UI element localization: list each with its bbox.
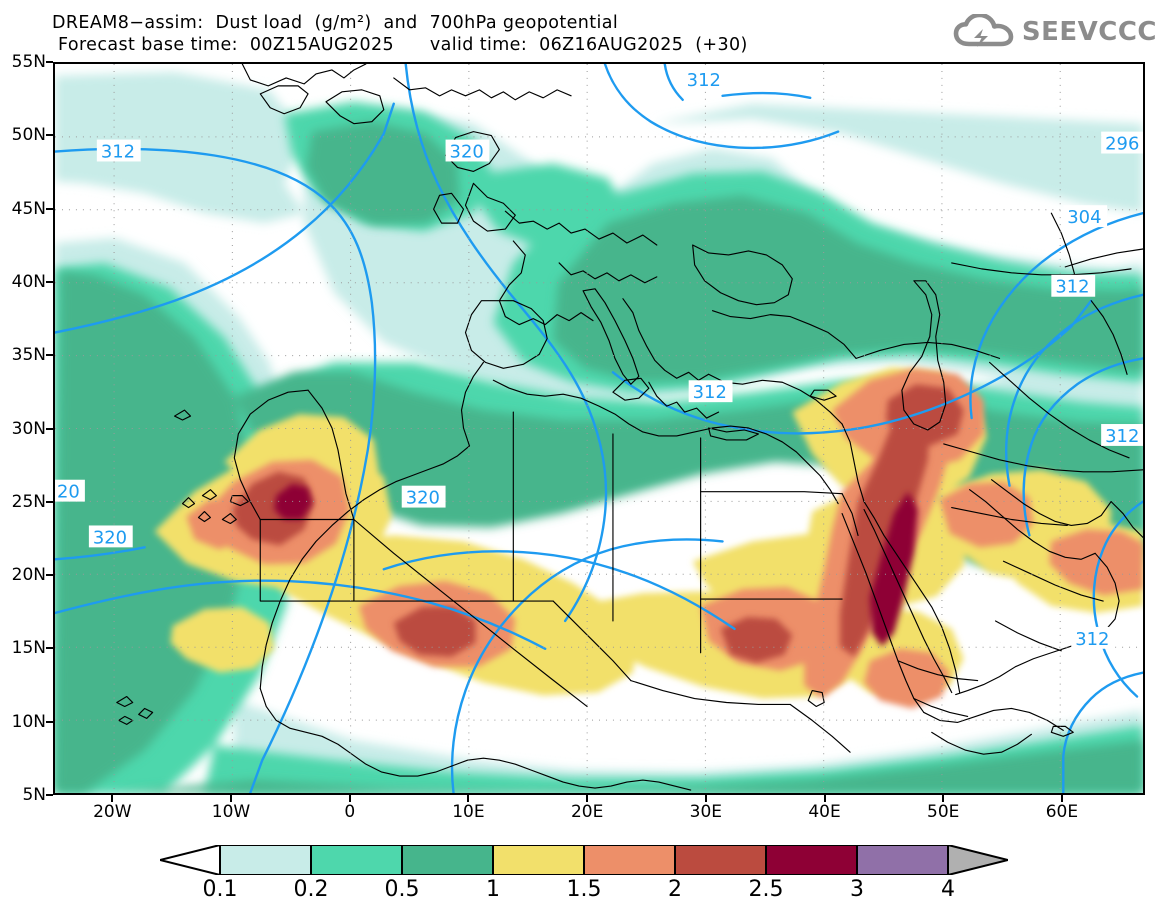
svg-text:320: 320 (93, 527, 127, 548)
contour-label: 304 (1063, 205, 1108, 228)
colorbar-under-tip (160, 845, 221, 875)
y-tick-mark (46, 280, 53, 283)
x-tick-mark (111, 795, 114, 802)
x-tick-label: 20W (93, 802, 132, 822)
x-tick-label: 60E (1045, 802, 1079, 822)
colorbar-band[interactable] (583, 845, 676, 875)
y-tick-label: 45N (11, 198, 46, 219)
x-tick-mark (704, 795, 707, 802)
title-line-times: Forecast base time: 00Z15AUG2025 valid t… (58, 35, 748, 55)
svg-text:320: 320 (406, 488, 440, 509)
x-tick-mark (348, 795, 351, 802)
contour-label: 312 (682, 67, 727, 91)
colorbar-tick-label: 2 (668, 877, 682, 902)
y-tick-mark (46, 720, 53, 723)
y-tick-mark (46, 794, 53, 796)
forecast-map[interactable]: 312 312 320 296 304 312 312 (53, 62, 1145, 795)
x-tick-mark (942, 795, 945, 802)
contour-label: 320 (88, 525, 133, 548)
colorbar-tick-label: 3 (850, 877, 864, 902)
colorbar[interactable]: 0.1 0.2 0.5 1 1.5 2 2.5 3 4 (160, 845, 1008, 902)
colorbar-tick-label: 1.5 (566, 877, 602, 902)
x-tick-label: 10W (211, 802, 251, 822)
x-tick-mark (467, 795, 470, 802)
contour-label: 312 (688, 380, 733, 403)
contour-label: 312 (1101, 424, 1143, 447)
colorbar-over-tip (947, 845, 1008, 875)
y-tick-label: 15N (11, 638, 46, 659)
contour-label: 320 (445, 139, 490, 163)
colorbar-band[interactable] (765, 845, 858, 875)
svg-text:304: 304 (1067, 207, 1101, 228)
colorbar-tick-label: 0.2 (293, 877, 329, 902)
colorbar-tick-labels: 0.1 0.2 0.5 1 1.5 2 2.5 3 4 (160, 875, 1008, 902)
y-tick-label: 25N (11, 491, 46, 512)
y-tick-label: 5N (22, 785, 46, 805)
map-gridlines (55, 64, 1143, 793)
y-tick-label: 20N (11, 565, 46, 586)
y-tick-label: 10N (11, 711, 46, 732)
y-tick-mark (46, 500, 53, 503)
page-title: DREAM8−assim: Dust load (g/m²) and 700hP… (52, 12, 852, 56)
x-tick-label: 20E (570, 802, 604, 822)
colorbar-swatches[interactable] (160, 845, 1008, 875)
title-line-variable: DREAM8−assim: Dust load (g/m²) and 700hP… (52, 13, 619, 33)
contour-label: 296 (1101, 131, 1143, 155)
svg-text:312: 312 (1055, 277, 1089, 298)
x-tick-label: 10E (452, 802, 485, 822)
colorbar-band[interactable] (219, 845, 312, 875)
y-tick-mark (46, 574, 53, 577)
contour-label: 312 (96, 139, 141, 163)
x-tick-label: 50E (927, 802, 960, 822)
y-tick-label: 50N (11, 125, 46, 146)
x-tick-mark (823, 795, 826, 802)
svg-text:312: 312 (693, 382, 727, 403)
colorbar-tick-label: 0.5 (384, 877, 420, 902)
svg-text:312: 312 (1105, 426, 1139, 447)
x-tick-label: 0 (344, 802, 356, 822)
colorbar-band[interactable] (492, 845, 585, 875)
y-tick-label: 40N (11, 271, 46, 292)
colorbar-tick-label: 4 (941, 877, 955, 902)
contour-label-group: 312 312 320 296 304 312 312 (55, 67, 1143, 650)
map-svg: 312 312 320 296 304 312 312 (55, 64, 1143, 793)
coastlines (116, 64, 1143, 791)
y-tick-label: 35N (11, 345, 46, 366)
contour-label: 312 (1051, 274, 1096, 298)
map-canvas: 312 312 320 296 304 312 312 (55, 64, 1143, 793)
contour-label: 312 (1071, 626, 1116, 650)
svg-text:312: 312 (1075, 629, 1109, 650)
x-tick-mark (1060, 795, 1063, 802)
svg-text:312: 312 (687, 70, 721, 91)
logo-text: SEEVCCC (1021, 17, 1157, 47)
y-tick-label: 30N (11, 418, 46, 439)
colorbar-tick-label: 2.5 (748, 877, 784, 902)
colorbar-band[interactable] (856, 845, 949, 875)
svg-text:320: 320 (450, 142, 484, 163)
x-tick-mark (586, 795, 589, 802)
y-tick-mark (46, 134, 53, 137)
svg-text:296: 296 (1105, 134, 1139, 155)
colorbar-band[interactable] (674, 845, 767, 875)
seevccc-logo: SEEVCCC (953, 14, 1157, 50)
colorbar-band[interactable] (310, 845, 403, 875)
y-tick-mark (46, 427, 53, 430)
x-tick-label: 30E (689, 802, 722, 822)
y-tick-mark (46, 61, 53, 63)
contour-label: 20 (55, 479, 85, 503)
svg-text:312: 312 (101, 142, 135, 163)
svg-text:20: 20 (57, 482, 80, 503)
y-tick-mark (46, 354, 53, 357)
y-tick-mark (46, 647, 53, 650)
cloud-icon (953, 14, 1014, 47)
contour-label: 320 (401, 485, 446, 509)
colorbar-tick-label: 0.1 (202, 877, 238, 902)
x-tick-label: 40E (808, 802, 841, 822)
x-tick-mark (230, 795, 233, 802)
colorbar-tick-label: 1 (486, 877, 500, 902)
colorbar-band[interactable] (401, 845, 494, 875)
y-tick-mark (46, 207, 53, 210)
y-tick-label: 55N (11, 52, 46, 72)
